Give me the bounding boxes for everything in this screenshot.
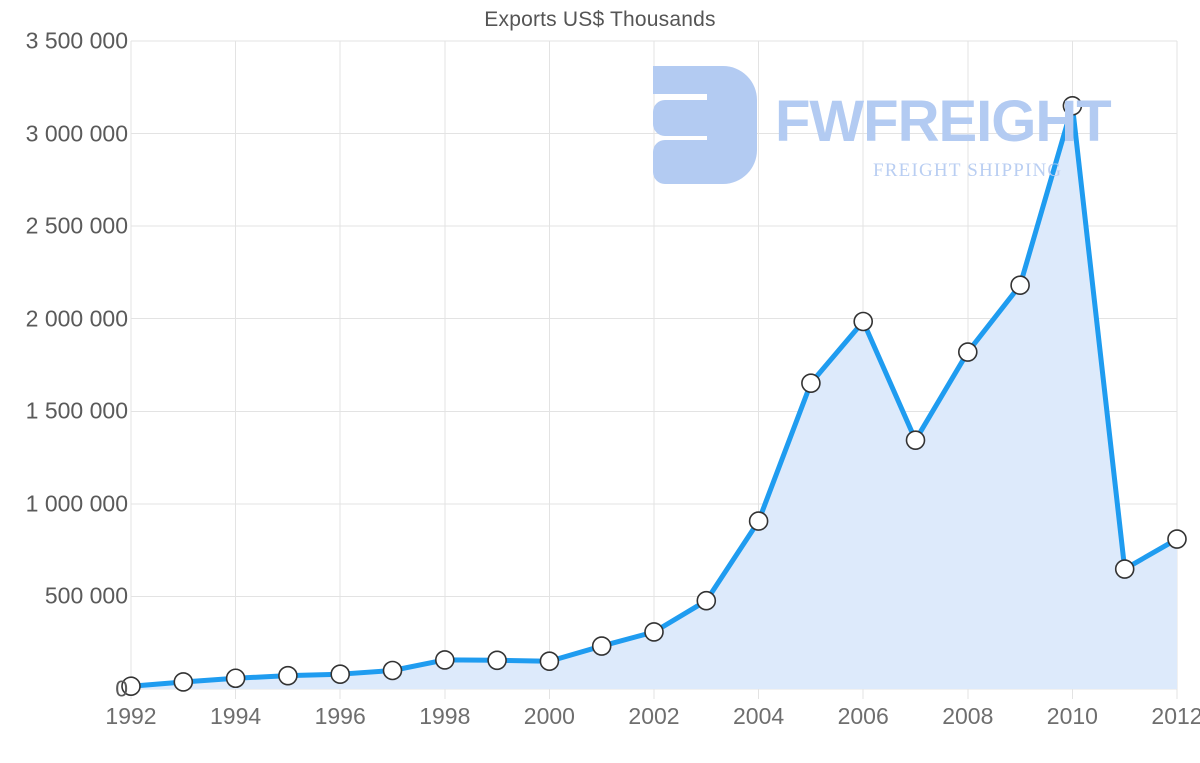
data-point-2002[interactable] bbox=[644, 622, 664, 642]
x-tick-label: 1992 bbox=[105, 703, 157, 729]
data-point-1993[interactable] bbox=[173, 672, 194, 692]
data-point-1992[interactable] bbox=[121, 676, 141, 697]
area-fill bbox=[131, 105, 1177, 690]
data-point-2012[interactable] bbox=[1167, 529, 1187, 549]
data-point-markers[interactable] bbox=[121, 96, 1187, 697]
y-axis-tick-labels: 0 500 000 1 000 000 1 500 000 2 000 000 2 500… bbox=[0, 0, 128, 763]
y-tick-label: 0 bbox=[115, 675, 128, 702]
chart-title: Exports US$ Thousands bbox=[484, 8, 716, 31]
y-tick-label: 3 500 000 bbox=[25, 27, 128, 54]
x-tick-label: 2006 bbox=[837, 703, 889, 729]
data-point-2007[interactable] bbox=[905, 430, 926, 450]
data-point-2003[interactable] bbox=[696, 590, 717, 611]
x-tick-label: 2002 bbox=[628, 703, 680, 729]
y-tick-label: 500 000 bbox=[44, 582, 128, 609]
y-tick-label: 2 000 000 bbox=[25, 305, 128, 332]
data-point-1994[interactable] bbox=[225, 668, 246, 689]
x-tick-label: 2008 bbox=[942, 703, 994, 729]
x-tick-label: 1998 bbox=[419, 703, 471, 729]
data-point-1998[interactable] bbox=[434, 650, 455, 670]
data-point-2005[interactable] bbox=[801, 373, 821, 393]
y-tick-label: 2 500 000 bbox=[25, 212, 128, 239]
data-point-1997[interactable] bbox=[382, 660, 403, 681]
y-tick-label: 1 500 000 bbox=[25, 397, 128, 424]
x-tick-label: 2012 bbox=[1151, 703, 1200, 729]
x-tick-label: 2000 bbox=[523, 703, 575, 729]
data-point-2006[interactable] bbox=[853, 311, 874, 332]
data-point-2000[interactable] bbox=[539, 651, 560, 672]
y-tick-label: 3 000 000 bbox=[25, 120, 128, 147]
data-point-1999[interactable] bbox=[487, 650, 507, 671]
x-axis-tick-labels: 1992 1994 1996 1998 2000 2002 2004 2006 2008 2010… bbox=[0, 703, 1200, 747]
data-point-2004[interactable] bbox=[748, 511, 769, 531]
x-tick-label: 2004 bbox=[733, 703, 785, 729]
data-point-2008[interactable] bbox=[957, 342, 978, 362]
data-point-2011[interactable] bbox=[1114, 559, 1135, 579]
data-point-2001[interactable] bbox=[591, 636, 612, 656]
data-point-2009[interactable] bbox=[1010, 275, 1030, 296]
data-point-1995[interactable] bbox=[278, 665, 298, 686]
data-point-2010[interactable] bbox=[1062, 96, 1083, 116]
x-tick-label: 1994 bbox=[210, 703, 262, 729]
x-tick-label: 2010 bbox=[1046, 703, 1098, 729]
y-tick-label: 1 000 000 bbox=[25, 490, 128, 517]
data-point-1996[interactable] bbox=[330, 664, 351, 684]
x-tick-label: 1996 bbox=[314, 703, 366, 729]
